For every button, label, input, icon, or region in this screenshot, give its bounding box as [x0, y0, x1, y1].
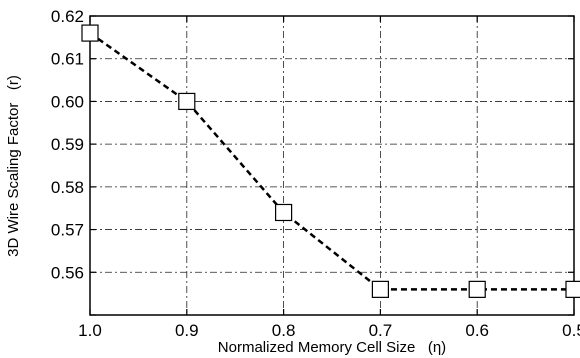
series-line [89, 32, 574, 291]
data-point-marker [178, 92, 196, 111]
x-tick-label: 0.6 [465, 321, 489, 340]
y-axis-title: 3D Wire Scaling Factor (r) [5, 75, 22, 257]
data-point-marker [371, 280, 389, 298]
x-axis-title: Normalized Memory Cell Size (η) [218, 339, 446, 356]
x-tick-label: 0.8 [272, 321, 296, 340]
data-point-marker [468, 280, 486, 298]
y-tick-label: 0.62 [51, 7, 84, 26]
grid-lines [89, 15, 575, 316]
x-tick-label: 0.9 [175, 321, 199, 340]
x-tick-label: 0.5 [562, 321, 580, 340]
y-tick-label: 0.58 [51, 178, 84, 197]
x-tick-label: 1.0 [78, 321, 102, 340]
data-point-marker [275, 203, 293, 222]
data-series [81, 24, 580, 298]
y-tick-label: 0.56 [51, 263, 84, 282]
y-tick-label: 0.60 [51, 92, 84, 111]
x-tick-label: 0.7 [369, 321, 393, 340]
data-point-marker [565, 280, 580, 298]
plot-frame [89, 15, 575, 316]
data-point-marker [81, 24, 99, 42]
y-tick-label: 0.59 [51, 135, 84, 154]
y-tick-label: 0.61 [51, 50, 84, 69]
axis-ticks: 1.0 0.9 0.8 0.7 0.6 0.5 0.56 0.57 0.58 0.59 0.60 0.… [51, 7, 580, 340]
y-tick-label: 0.57 [51, 221, 84, 240]
